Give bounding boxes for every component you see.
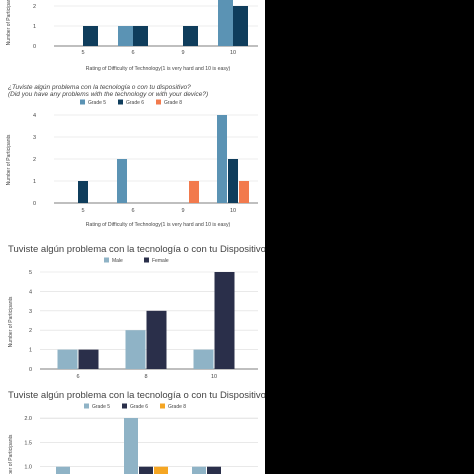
charts-panel: 0 1 2 Number of Participants 5 6 9 10 Rating of … — [0, 0, 265, 474]
bar — [207, 466, 221, 474]
bar — [83, 26, 98, 46]
y-axis-label: Number of Participants — [8, 434, 14, 474]
bar — [233, 6, 248, 46]
y-tick-label: 3 — [29, 309, 32, 315]
bar — [154, 466, 168, 474]
legend-swatch — [104, 257, 109, 263]
legend-swatch — [84, 403, 89, 409]
y-tick-label: 4 — [33, 113, 36, 119]
x-axis-label: Rating of Difficulty of Technology(1 is … — [86, 66, 231, 72]
y-axis-label: Number of Participants — [6, 0, 12, 45]
y-tick-label: 1.5 — [24, 440, 32, 446]
legend-label: Grade 5 — [92, 404, 110, 410]
bar — [124, 418, 138, 474]
legend-swatch — [118, 99, 123, 105]
legend-label: Grade 8 — [164, 100, 182, 106]
bar — [239, 181, 249, 203]
y-tick-label: 4 — [29, 289, 32, 295]
x-tick-label: 9 — [181, 208, 184, 214]
y-tick-label: 2 — [33, 157, 36, 163]
legend-swatch — [80, 99, 85, 105]
y-axis-label: Number of Participants — [8, 296, 14, 347]
bar — [189, 181, 199, 203]
bar — [117, 159, 127, 203]
bar — [192, 466, 206, 474]
bar — [228, 159, 238, 203]
y-tick-label: 1 — [33, 24, 36, 30]
x-tick-label: 6 — [131, 50, 134, 56]
y-tick-label: 1 — [33, 179, 36, 185]
y-axis-label: Number of Participants — [6, 134, 12, 185]
bar — [193, 349, 214, 369]
bar — [217, 115, 227, 203]
y-tick-label: 0 — [29, 367, 32, 373]
y-tick-label: 3 — [33, 135, 36, 141]
y-tick-label: 0 — [33, 201, 36, 207]
legend-label: Grade 5 — [88, 100, 106, 106]
legend-swatch — [122, 403, 127, 409]
bar — [183, 26, 198, 46]
bar — [218, 0, 233, 46]
chart-subtitle: (Did you have any problems with the tech… — [8, 91, 208, 98]
y-tick-label: 2.0 — [24, 416, 32, 422]
bar — [146, 310, 167, 369]
x-tick-label: 5 — [81, 208, 84, 214]
y-tick-label: 1.0 — [24, 465, 32, 471]
x-axis-label: Rating of Difficulty of Technology(1 is … — [86, 222, 231, 228]
legend-label: Grade 6 — [126, 100, 144, 106]
legend-label: Grade 6 — [130, 404, 148, 410]
x-tick-label: 8 — [144, 374, 147, 380]
bar — [78, 349, 99, 369]
legend-swatch — [160, 403, 165, 409]
y-tick-label: 2 — [29, 328, 32, 334]
x-tick-label: 10 — [230, 50, 236, 56]
bar — [214, 272, 235, 369]
bar — [56, 466, 70, 474]
legend-swatch — [156, 99, 161, 105]
chart-title: Tuviste algún problema con la tecnología… — [8, 390, 265, 401]
x-tick-label: 10 — [211, 374, 217, 380]
y-tick-label: 1 — [29, 348, 32, 354]
bar — [133, 26, 148, 46]
y-tick-label: 5 — [29, 270, 32, 276]
legend-label: Female — [152, 258, 169, 264]
x-tick-label: 9 — [181, 50, 184, 56]
bar — [125, 330, 146, 369]
x-tick-label: 5 — [81, 50, 84, 56]
legend-label: Grade 8 — [168, 404, 186, 410]
legend-swatch — [144, 257, 149, 263]
bar — [139, 466, 153, 474]
chart-title: Tuviste algún problema con la tecnología… — [8, 244, 265, 255]
x-tick-label: 10 — [230, 208, 236, 214]
legend-label: Male — [112, 258, 123, 264]
y-tick-label: 2 — [33, 4, 36, 10]
bar — [118, 26, 133, 46]
x-tick-label: 6 — [131, 208, 134, 214]
bar — [78, 181, 88, 203]
chart-title: ¿Tuviste algún problema con la tecnologí… — [8, 84, 191, 91]
x-tick-label: 6 — [76, 374, 79, 380]
bar — [57, 349, 78, 369]
y-tick-label: 0 — [33, 44, 36, 50]
